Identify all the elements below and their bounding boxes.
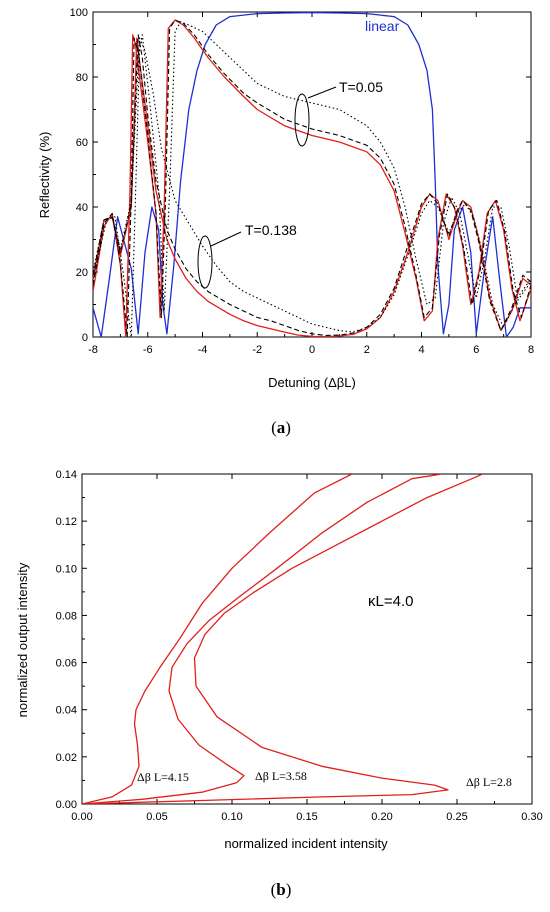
chart-a-xlabel: Detuning (ΔβL) <box>268 375 356 390</box>
chart-b-ytick-label: 0.14 <box>56 469 77 481</box>
annotation-t005-leader <box>307 86 337 99</box>
chart-b-ticks: 0.00 0.05 0.10 0.15 0.20 0.25 0.30 0.00 0.02 0.04… <box>56 469 543 823</box>
annotation-t005-ellipse <box>294 93 310 147</box>
chart-b-ylabel: normalized output intensity <box>15 562 30 717</box>
chart-a-ytick-label: 100 <box>70 7 88 19</box>
svg-text:(a): (a) <box>271 418 291 437</box>
chart-a-xtick-label: 6 <box>473 344 479 356</box>
annotation-t0138: T=0.138 <box>245 222 297 238</box>
chart-b-xtick-label: 0.10 <box>221 811 242 823</box>
chart-b-series-l-4-15 <box>82 474 353 804</box>
annotation-d415: Δβ L=4.15 <box>137 770 189 784</box>
chart-b-ytick-label: 0.02 <box>56 752 77 764</box>
svg-text:(b): (b) <box>271 880 292 899</box>
chart-a-xtick-label: 2 <box>364 344 370 356</box>
chart-a-xtick-label: 0 <box>309 344 315 356</box>
chart-b-ytick-label: 0.00 <box>56 799 77 811</box>
chart-a-ytick-label: 60 <box>76 137 88 149</box>
chart-b-ytick-label: 0.04 <box>56 705 77 717</box>
chart-a-series-t-0-05 <box>93 19 531 337</box>
chart-a-ytick-label: 80 <box>76 72 88 84</box>
chart-a-ytick-label: 40 <box>76 202 88 214</box>
annotation-t005: T=0.05 <box>339 79 383 95</box>
chart-a-xtick-label: -8 <box>88 344 98 356</box>
annotation-t0138-ellipse <box>197 235 213 289</box>
chart-b-series-l-2-8 <box>82 474 483 804</box>
chart-a-xtick-label: -2 <box>252 344 262 356</box>
annotation-d358: Δβ L=3.58 <box>255 769 307 783</box>
chart-a-xtick-label: -6 <box>143 344 153 356</box>
chart-a-xtick-label: 4 <box>418 344 424 356</box>
chart-a-xtick-label: -4 <box>198 344 208 356</box>
annotation-d28: Δβ L=2.8 <box>466 775 512 789</box>
chart-a-xtick-label: 8 <box>528 344 534 356</box>
chart-a-series-linear <box>93 12 531 337</box>
chart-b-ytick-label: 0.08 <box>56 610 77 622</box>
chart-a-ytick-label: 0 <box>82 332 88 344</box>
chart-b-series <box>82 474 483 804</box>
chart-b: 0.00 0.05 0.10 0.15 0.20 0.25 0.30 0.00 0.02 0.04… <box>15 469 543 851</box>
chart-b-ytick-label: 0.10 <box>56 563 77 575</box>
chart-b-xtick-label: 0.00 <box>71 811 92 823</box>
chart-a-series-exact-t-0-138 <box>93 34 531 336</box>
chart-a-series-t-0-138 <box>93 37 531 337</box>
chart-a-series-dotted-t-0-138 <box>93 37 531 333</box>
chart-b-ytick-label: 0.12 <box>56 516 77 528</box>
chart-b-series-l-3-58 <box>82 474 443 804</box>
chart-a-ylabel: Reflectivity (%) <box>37 132 52 219</box>
chart-b-xtick-label: 0.05 <box>146 811 167 823</box>
chart-b-xtick-label: 0.25 <box>446 811 467 823</box>
annotation-linear: linear <box>365 18 400 34</box>
annotation-t0138-leader <box>210 231 242 247</box>
chart-b-xtick-label: 0.30 <box>521 811 542 823</box>
chart-a-series-exact-t-0-05 <box>93 19 531 337</box>
panel-label-b: (b) <box>271 880 292 899</box>
chart-a-ytick-label: 20 <box>76 267 88 279</box>
chart-b-frame <box>81 473 533 805</box>
chart-b-ytick-label: 0.06 <box>56 658 77 670</box>
panel-label-a: (a) <box>271 418 291 437</box>
chart-b-xtick-label: 0.20 <box>371 811 392 823</box>
chart-b-xtick-label: 0.15 <box>296 811 317 823</box>
annotation-kl: κL=4.0 <box>368 593 413 610</box>
chart-a-series <box>93 12 531 337</box>
chart-b-xlabel: normalized incident intensity <box>224 836 388 851</box>
